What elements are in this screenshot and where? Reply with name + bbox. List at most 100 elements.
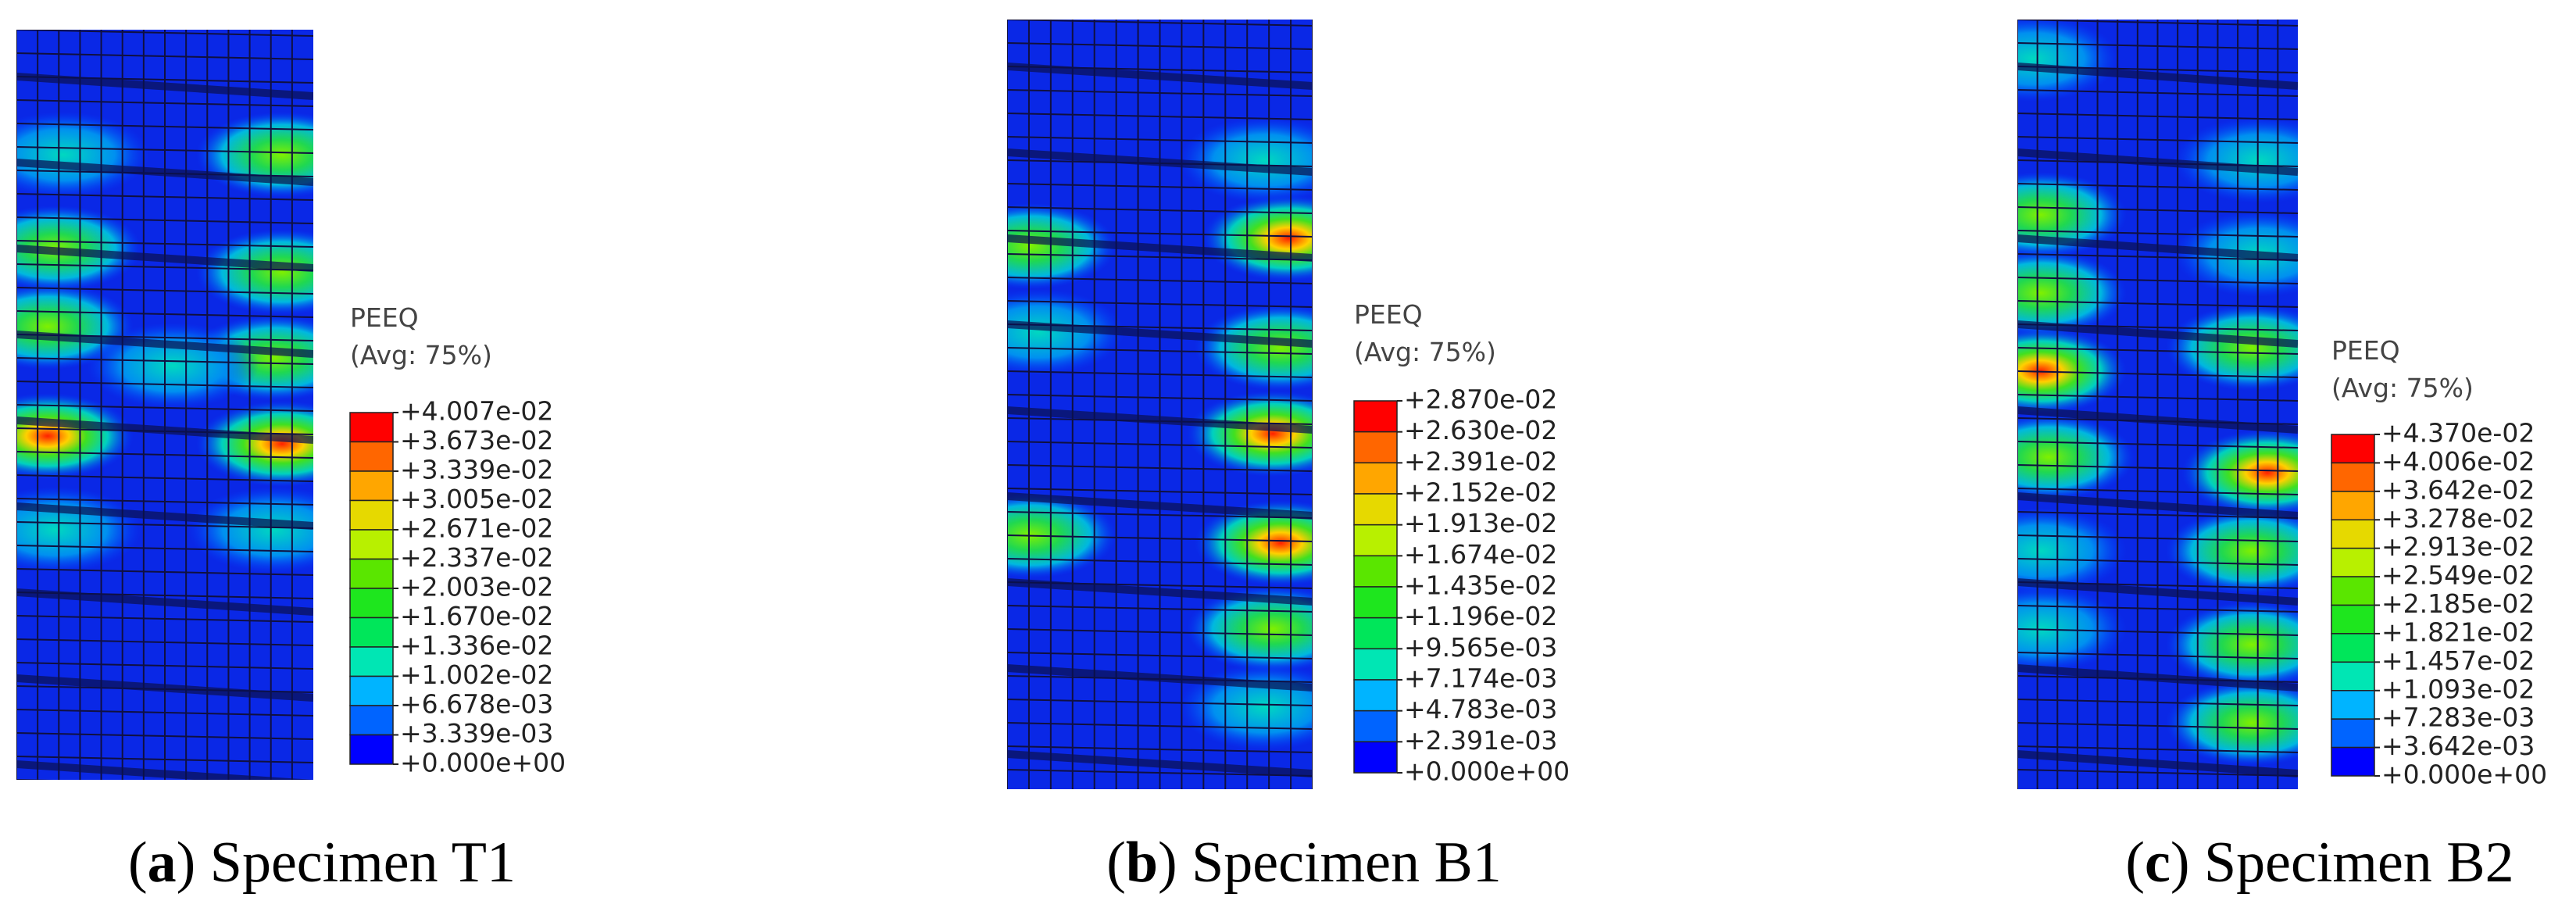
mesh-line xyxy=(1007,769,1313,777)
legend-label: +2.391e-03 xyxy=(1404,725,1557,756)
panel: PEEQ(Avg: 75%)+4.007e-02+3.673e-02+3.339… xyxy=(16,30,566,895)
mesh-line xyxy=(16,498,313,506)
legend-subtitle: (Avg: 75%) xyxy=(350,340,492,370)
legend-swatch xyxy=(2331,491,2375,520)
mesh-line xyxy=(1007,441,1313,449)
caption: (b) Specimen B1 xyxy=(1106,831,1502,895)
legend-label: +2.152e-02 xyxy=(1404,477,1557,508)
rib xyxy=(1007,578,1313,606)
mesh-line xyxy=(1007,113,1313,120)
mesh-line xyxy=(16,146,313,154)
strain-zone xyxy=(1202,195,1313,281)
legend-label: +4.007e-02 xyxy=(400,396,553,427)
strain-zone xyxy=(2017,20,2119,102)
mesh-line xyxy=(2017,441,2298,449)
mesh-line xyxy=(16,779,54,780)
strain-zone xyxy=(196,112,313,198)
mesh-line xyxy=(16,193,313,201)
mesh-line xyxy=(2017,42,2298,50)
mesh-line xyxy=(1007,206,1313,214)
legend-swatch xyxy=(1353,431,1398,464)
legend-swatch xyxy=(349,588,394,619)
strain-zone xyxy=(196,229,313,315)
legend-label: +2.913e-02 xyxy=(2381,531,2535,562)
mesh-line xyxy=(16,123,313,130)
mesh-line xyxy=(2017,89,2298,97)
legend-swatch xyxy=(1353,679,1398,712)
legend-swatch xyxy=(2331,633,2375,663)
legend-swatch xyxy=(349,705,394,736)
legend-swatch xyxy=(1353,648,1398,681)
legend-label: +1.457e-02 xyxy=(2381,645,2535,676)
legend-swatch xyxy=(349,529,394,560)
legend-swatch xyxy=(349,675,394,706)
rib xyxy=(2017,750,2298,777)
legend-label: +2.337e-02 xyxy=(400,542,553,573)
mesh-line xyxy=(1007,394,1313,402)
mesh-line xyxy=(1007,628,1313,636)
strain-zone xyxy=(1179,117,1313,203)
caption-part: ) Specimen T1 xyxy=(177,831,516,895)
legend-swatch xyxy=(349,558,394,589)
legend-label: +3.005e-02 xyxy=(400,484,553,514)
caption-part: a xyxy=(148,831,177,895)
rib xyxy=(16,502,313,530)
mesh-line xyxy=(16,310,313,318)
mesh-line xyxy=(16,615,313,623)
legend-label: +6.678e-03 xyxy=(400,689,553,720)
legend-swatch xyxy=(1353,524,1398,557)
mesh-line xyxy=(1007,370,1313,378)
legend-label: +7.174e-03 xyxy=(1404,663,1557,694)
rib xyxy=(16,416,313,444)
mesh-line xyxy=(16,756,313,763)
legend-label: +2.630e-02 xyxy=(1404,415,1557,445)
mesh-line xyxy=(2017,769,2298,777)
legend-label: +0.000e+00 xyxy=(400,748,566,778)
mesh-line xyxy=(1007,464,1313,472)
mesh-line xyxy=(2017,253,2298,261)
legend-title: PEEQ xyxy=(2331,335,2400,366)
mesh-line xyxy=(16,638,313,646)
rib xyxy=(1007,63,1313,90)
caption: (c) Specimen B2 xyxy=(2125,831,2513,895)
mesh xyxy=(16,30,313,780)
mesh-line xyxy=(2017,206,2298,214)
mesh-line xyxy=(2017,488,2298,495)
legend-label: +1.196e-02 xyxy=(1404,601,1557,631)
mesh-line xyxy=(16,240,313,248)
caption-part: ( xyxy=(128,831,148,895)
strain-zone xyxy=(1007,203,1117,289)
legend-label: +1.093e-02 xyxy=(2381,674,2535,704)
mesh-line xyxy=(1007,277,1313,284)
mesh-line xyxy=(2017,464,2298,472)
legend-label: +3.339e-03 xyxy=(400,718,553,749)
legend-swatch xyxy=(1353,400,1398,433)
legend-label: +4.370e-02 xyxy=(2381,418,2535,449)
legend-label: +7.283e-03 xyxy=(2381,702,2535,733)
rib xyxy=(2017,578,2298,606)
legend-swatch xyxy=(2331,519,2375,549)
mesh-line xyxy=(1007,20,1313,27)
strain-zone xyxy=(188,487,313,573)
mesh-line xyxy=(2017,300,2298,308)
mesh-line xyxy=(1007,347,1313,355)
caption-part: ( xyxy=(2125,831,2145,895)
rib xyxy=(2017,148,2298,176)
caption-part: ) Specimen B1 xyxy=(1158,831,1502,895)
legend-swatch xyxy=(2331,576,2375,606)
legend-label: +3.642e-03 xyxy=(2381,731,2535,761)
legend-label: +2.549e-02 xyxy=(2381,560,2535,591)
rib xyxy=(2017,492,2298,520)
rib xyxy=(1007,664,1313,692)
mesh-line xyxy=(1007,230,1313,238)
legend-swatch xyxy=(1353,586,1398,619)
mesh-line xyxy=(16,30,313,37)
strain-zone xyxy=(2166,305,2298,391)
mesh-line xyxy=(1007,605,1313,613)
legend-label: +3.339e-02 xyxy=(400,455,553,485)
mesh-line xyxy=(1007,89,1313,97)
mesh-line xyxy=(2017,534,2298,542)
mesh-line xyxy=(2017,745,2298,753)
legend-swatch xyxy=(2331,746,2375,777)
